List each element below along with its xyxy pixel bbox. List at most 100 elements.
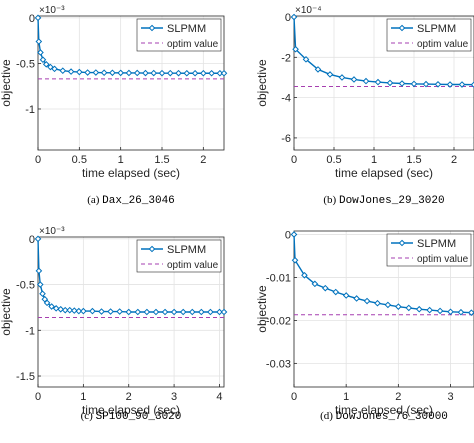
data-point — [107, 308, 114, 315]
data-point — [43, 299, 51, 307]
legend-marker — [148, 24, 156, 32]
data-point — [386, 79, 394, 87]
axis-exponent: ×10⁻³ — [39, 5, 65, 16]
data-point — [34, 235, 42, 243]
y-tick-label: -0.02 — [266, 315, 291, 327]
caption-dataset-name: DowJones_29_3020 — [339, 195, 445, 207]
data-point — [70, 307, 78, 314]
x-axis-label: time elapsed (sec) — [335, 166, 433, 180]
data-point — [51, 65, 58, 73]
legend-label-slpmm: SLPMM — [167, 23, 206, 35]
panel-caption: (d) DowJones_76_30000 — [320, 410, 448, 423]
x-tick-label: 1.5 — [406, 154, 421, 166]
y-tick-label: 0 — [29, 234, 35, 246]
data-point — [36, 281, 44, 288]
data-point — [436, 307, 444, 315]
caption-label: (a) — [87, 194, 102, 206]
data-point — [92, 69, 100, 76]
data-point — [76, 68, 83, 76]
data-point — [66, 306, 74, 314]
chart-panel-4: 0 1 2 3 0 -0.01 -0.02 -0.03 time elapsed (sec) ob… — [255, 229, 474, 423]
x-tick-label: 1.5 — [154, 154, 169, 166]
data-point — [161, 308, 169, 316]
data-point — [143, 308, 151, 316]
x-tick-label: 1 — [118, 154, 124, 166]
data-point — [116, 308, 123, 315]
data-point — [398, 80, 406, 87]
legend-marker — [398, 24, 406, 32]
data-point — [363, 297, 371, 305]
data-point — [98, 308, 105, 315]
legend-label-slpmm: SLPMM — [417, 238, 456, 250]
axis-exponent: ×10⁻⁴ — [295, 5, 322, 16]
x-tick-label: 0 — [291, 391, 297, 403]
y-tick-label: -0.03 — [266, 358, 291, 370]
axis-exponent: ×10⁻³ — [39, 226, 65, 237]
data-point — [117, 69, 124, 77]
chart-panel-1: 0 0.5 1 1.5 2 0 -0.5 -1 ×10⁻³ time elapsed (sec) o… — [0, 5, 228, 207]
y-axis-label: objective — [255, 285, 269, 333]
data-point — [57, 305, 64, 313]
data-point — [216, 308, 223, 316]
data-point — [175, 69, 182, 77]
x-tick-label: 3 — [171, 391, 177, 403]
x-tick-label: 4 — [216, 391, 222, 403]
legend-label-optim: optim value — [167, 39, 219, 50]
data-point — [302, 56, 310, 63]
caption-label: (d) — [320, 410, 336, 422]
data-point — [35, 38, 43, 45]
data-point — [200, 69, 207, 77]
x-tick-label: 0 — [35, 391, 41, 403]
data-point — [290, 231, 298, 238]
y-tick-label: -6 — [281, 133, 291, 145]
chart-panel-2: 0 0.5 1 1.5 2 0 -2 -4 -6 ×10⁻⁴ time elapsed (sec) o… — [255, 5, 474, 207]
legend-label-slpmm: SLPMM — [417, 23, 456, 35]
data-point — [179, 308, 187, 316]
x-tick-label: 2 — [200, 154, 206, 166]
data-point — [133, 69, 141, 77]
data-point — [39, 56, 47, 64]
data-point — [109, 69, 116, 77]
x-tick-label: 3 — [447, 391, 453, 403]
x-tick-label: 0 — [291, 154, 297, 166]
data-point — [311, 280, 319, 288]
y-tick-label: 0 — [285, 12, 291, 24]
data-point — [292, 45, 299, 53]
data-point — [350, 76, 358, 83]
data-point — [191, 69, 199, 77]
data-point — [290, 13, 298, 21]
data-point — [134, 308, 142, 316]
x-axis-label: time elapsed (sec) — [82, 403, 180, 417]
data-point — [84, 69, 91, 76]
data-point — [434, 81, 442, 88]
data-point — [415, 305, 423, 313]
y-tick-label: -1 — [25, 104, 35, 116]
data-point — [59, 67, 67, 75]
data-point — [158, 69, 166, 77]
legend: SLPMM optim value — [386, 233, 472, 267]
data-point — [61, 306, 69, 314]
x-tick-label: 0 — [35, 154, 41, 166]
legend-box — [136, 18, 222, 52]
data-point — [166, 69, 174, 77]
panel-caption: (a) Dax_26_3046 — [87, 194, 175, 207]
data-point — [291, 256, 299, 264]
x-axis-label: time elapsed (sec) — [82, 166, 180, 180]
data-point — [142, 69, 149, 77]
data-point — [35, 267, 43, 275]
caption-label: (b) — [323, 194, 339, 206]
data-point — [183, 69, 191, 77]
x-tick-label: 2 — [395, 391, 401, 403]
data-point — [34, 14, 42, 22]
data-point — [52, 305, 60, 312]
data-point — [422, 80, 430, 88]
data-point — [220, 308, 228, 316]
caption-dataset-name: DowJones_76_30000 — [336, 411, 448, 423]
data-point — [39, 290, 46, 298]
y-tick-label: -4 — [281, 93, 291, 105]
chart-panel-3: 0 1 2 3 4 0 -0.5 -1 -1.5 ×10⁻³ time elapsed (sec) o… — [0, 226, 228, 423]
data-point — [208, 69, 215, 77]
data-point — [314, 66, 322, 73]
y-axis-label: objective — [255, 59, 269, 107]
